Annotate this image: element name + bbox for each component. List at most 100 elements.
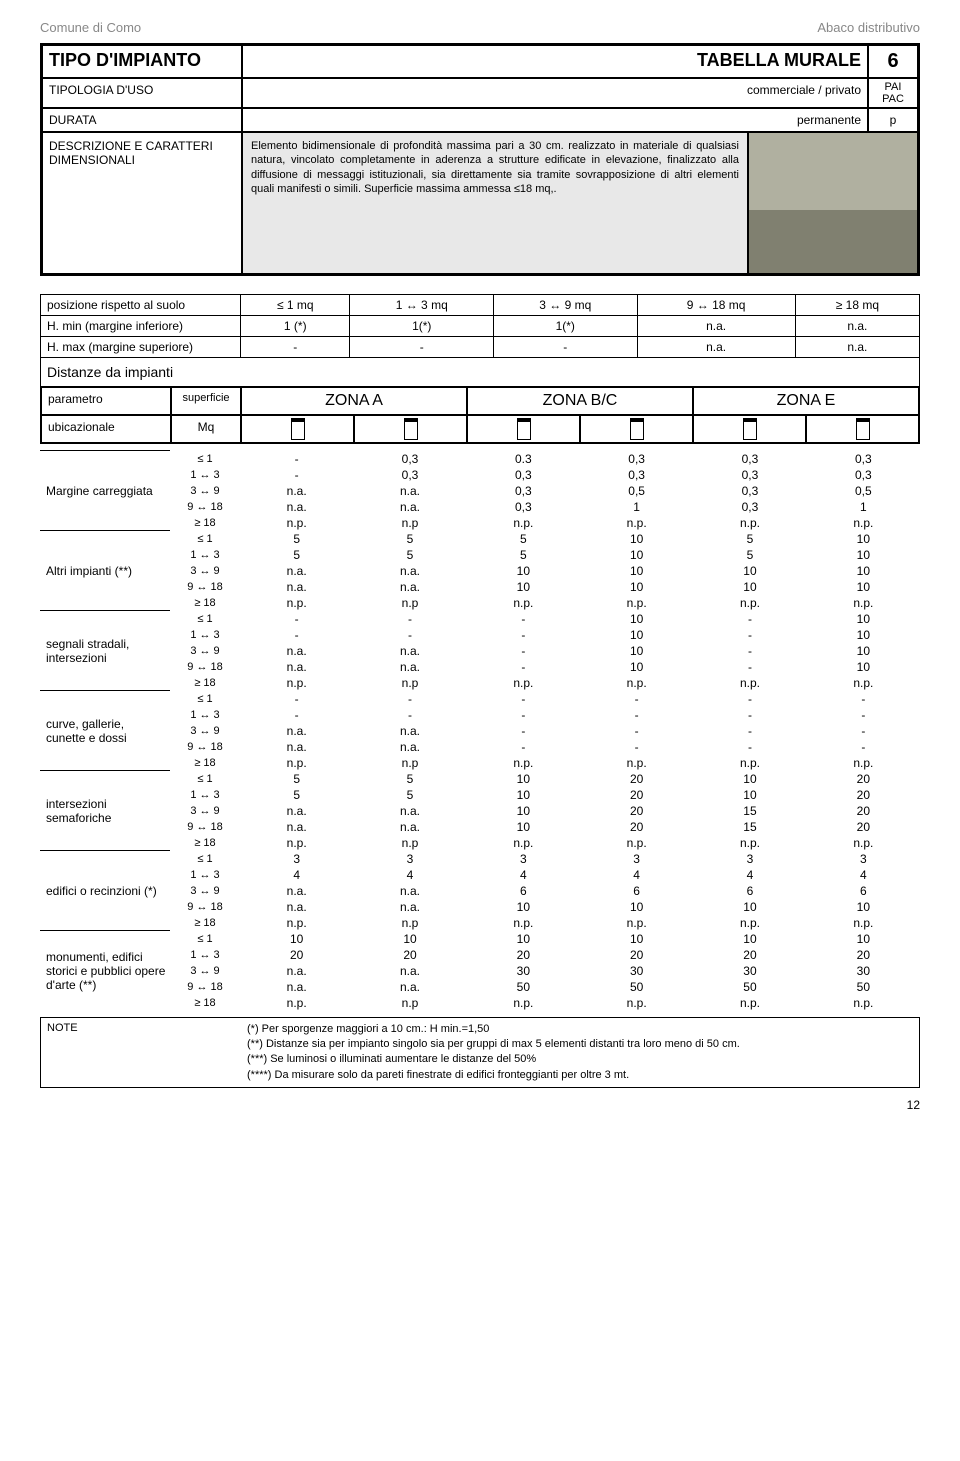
data-cell: 4 <box>807 867 920 883</box>
data-cell: 30 <box>467 963 580 979</box>
tipo-label: TIPO D'IMPIANTO <box>42 45 242 78</box>
data-cell: n.p. <box>693 755 806 771</box>
data-cell: n.p. <box>580 515 693 531</box>
note-line: (*) Per sporgenze maggiori a 10 cm.: H m… <box>247 1022 913 1037</box>
data-cell: n.p <box>353 755 466 771</box>
tipologia-value: commerciale / privato <box>242 78 868 108</box>
group-label: monumenti, edifici storici e pubblici op… <box>40 931 170 1011</box>
group-size: 9 ↔ 18 <box>170 899 240 915</box>
data-cell: 10 <box>807 579 920 595</box>
group-size: 3 ↔ 9 <box>170 723 240 739</box>
data-cell: n.p. <box>807 835 920 851</box>
data-cell: 5 <box>467 531 580 547</box>
data-cell: 4 <box>580 867 693 883</box>
group-size: 9 ↔ 18 <box>170 499 240 515</box>
data-cell: n.a. <box>353 899 466 915</box>
durata-value: permanente <box>242 108 868 132</box>
group-size: 9 ↔ 18 <box>170 579 240 595</box>
data-cell: 0,5 <box>580 483 693 499</box>
data-cell: n.p. <box>580 595 693 611</box>
data-cell: 20 <box>580 771 693 787</box>
data-cell: n.p. <box>240 515 353 531</box>
durata-label: DURATA <box>42 108 242 132</box>
data-cell: - <box>467 643 580 659</box>
desc-text: Elemento bidimensionale di profondità ma… <box>242 132 748 274</box>
data-cell: 6 <box>467 883 580 899</box>
data-cell: 10 <box>580 643 693 659</box>
group-size: ≥ 18 <box>170 595 240 611</box>
group-size: ≤ 1 <box>170 931 240 947</box>
zone-bc-icon1 <box>467 415 580 443</box>
data-cell: 30 <box>807 963 920 979</box>
data-cell: 30 <box>580 963 693 979</box>
pos-r2-c4: n.a. <box>637 316 795 337</box>
data-cell: n.p <box>353 675 466 691</box>
data-cell: 0,3 <box>467 499 580 515</box>
data-cell: - <box>580 739 693 755</box>
data-cell: n.a. <box>240 643 353 659</box>
data-cell: n.a. <box>240 963 353 979</box>
group-label: Altri impianti (**) <box>40 531 170 611</box>
data-cell: - <box>353 611 466 627</box>
data-cell: n.a. <box>353 803 466 819</box>
data-cell: n.p. <box>240 915 353 931</box>
data-cell: 20 <box>807 947 920 963</box>
data-cell: n.a. <box>240 979 353 995</box>
group-size: 1 ↔ 3 <box>170 787 240 803</box>
data-cell: 1 <box>807 499 920 515</box>
data-cell: - <box>693 659 806 675</box>
data-cell: n.p. <box>693 835 806 851</box>
data-cell: n.p. <box>467 995 580 1011</box>
data-cell: - <box>693 739 806 755</box>
data-cell: n.p <box>353 995 466 1011</box>
data-cell: 20 <box>807 771 920 787</box>
group-size: ≤ 1 <box>170 851 240 867</box>
data-cell: n.p <box>353 515 466 531</box>
data-cell: n.p. <box>807 595 920 611</box>
data-cell: 10 <box>580 563 693 579</box>
tipologia-codes: PAI PAC <box>868 78 918 108</box>
zone-bc-icon2 <box>580 415 693 443</box>
data-cell: 5 <box>240 547 353 563</box>
data-cell: - <box>693 643 806 659</box>
data-cell: n.p <box>353 595 466 611</box>
param-p2: ubicazionale <box>41 415 171 443</box>
data-cell: 10 <box>807 611 920 627</box>
data-cell: 5 <box>353 547 466 563</box>
desc-label: DESCRIZIONE E CARATTERI DIMENSIONALI <box>42 132 242 274</box>
group-size: 3 ↔ 9 <box>170 803 240 819</box>
pos-r3-c2: - <box>350 337 494 358</box>
data-cell: n.p. <box>580 675 693 691</box>
data-cell: n.a. <box>353 563 466 579</box>
data-cell: 10 <box>467 803 580 819</box>
data-cell: n.p. <box>240 675 353 691</box>
data-cell: 10 <box>693 563 806 579</box>
data-cell: n.p. <box>693 675 806 691</box>
data-cell: n.a. <box>353 643 466 659</box>
data-cell: 0,3 <box>580 451 693 467</box>
data-cell: 50 <box>467 979 580 995</box>
note-line: (***) Se luminosi o illuminati aumentare… <box>247 1052 913 1067</box>
group-size: 3 ↔ 9 <box>170 963 240 979</box>
data-cell: n.a. <box>240 499 353 515</box>
data-cell: n.p. <box>580 835 693 851</box>
data-cell: 10 <box>580 547 693 563</box>
doc-header-right: Abaco distributivo <box>817 20 920 35</box>
distanze-label: Distanze da impianti <box>41 358 241 386</box>
data-cell: - <box>580 691 693 707</box>
data-cell: n.p. <box>467 515 580 531</box>
pos-r3-c3: - <box>494 337 638 358</box>
group-size: 3 ↔ 9 <box>170 483 240 499</box>
param-s1: superficie <box>171 387 241 415</box>
data-cell: 15 <box>693 819 806 835</box>
pos-r2-c1: 1 (*) <box>241 316 350 337</box>
data-cell: n.p <box>353 915 466 931</box>
data-cell: 10 <box>807 659 920 675</box>
data-cell: 5 <box>240 787 353 803</box>
data-cell: 0,3 <box>693 483 806 499</box>
data-cell: n.a. <box>240 739 353 755</box>
group-size: 9 ↔ 18 <box>170 979 240 995</box>
data-cell: n.a. <box>353 739 466 755</box>
data-cell: 10 <box>580 627 693 643</box>
data-cell: 10 <box>807 531 920 547</box>
